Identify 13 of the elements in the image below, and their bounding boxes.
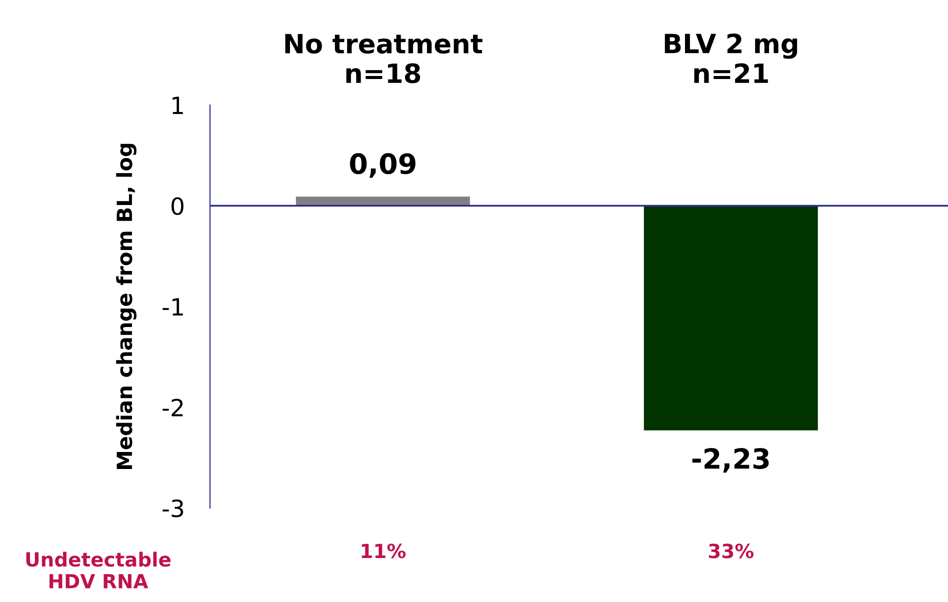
data-label: -2,23 (692, 448, 769, 473)
y-tick-label: -1 (162, 298, 183, 316)
data-label: 0,09 (350, 153, 416, 178)
y-tick-label: -3 (162, 499, 184, 518)
text: Undetectable HDV RNA (26, 552, 171, 588)
x-tick-label: No treatment n=18 (285, 34, 482, 84)
y-tick-label: 0 (172, 197, 184, 216)
text: 11% (362, 544, 406, 558)
x-tick-label: BLV 2 mg n=21 (664, 34, 798, 83)
text: 33% (708, 544, 754, 558)
y-axis-title: Median change from BL, log (116, 144, 136, 469)
y-tick-label: 1 (172, 96, 183, 114)
y-tick-label: -2 (162, 398, 183, 416)
